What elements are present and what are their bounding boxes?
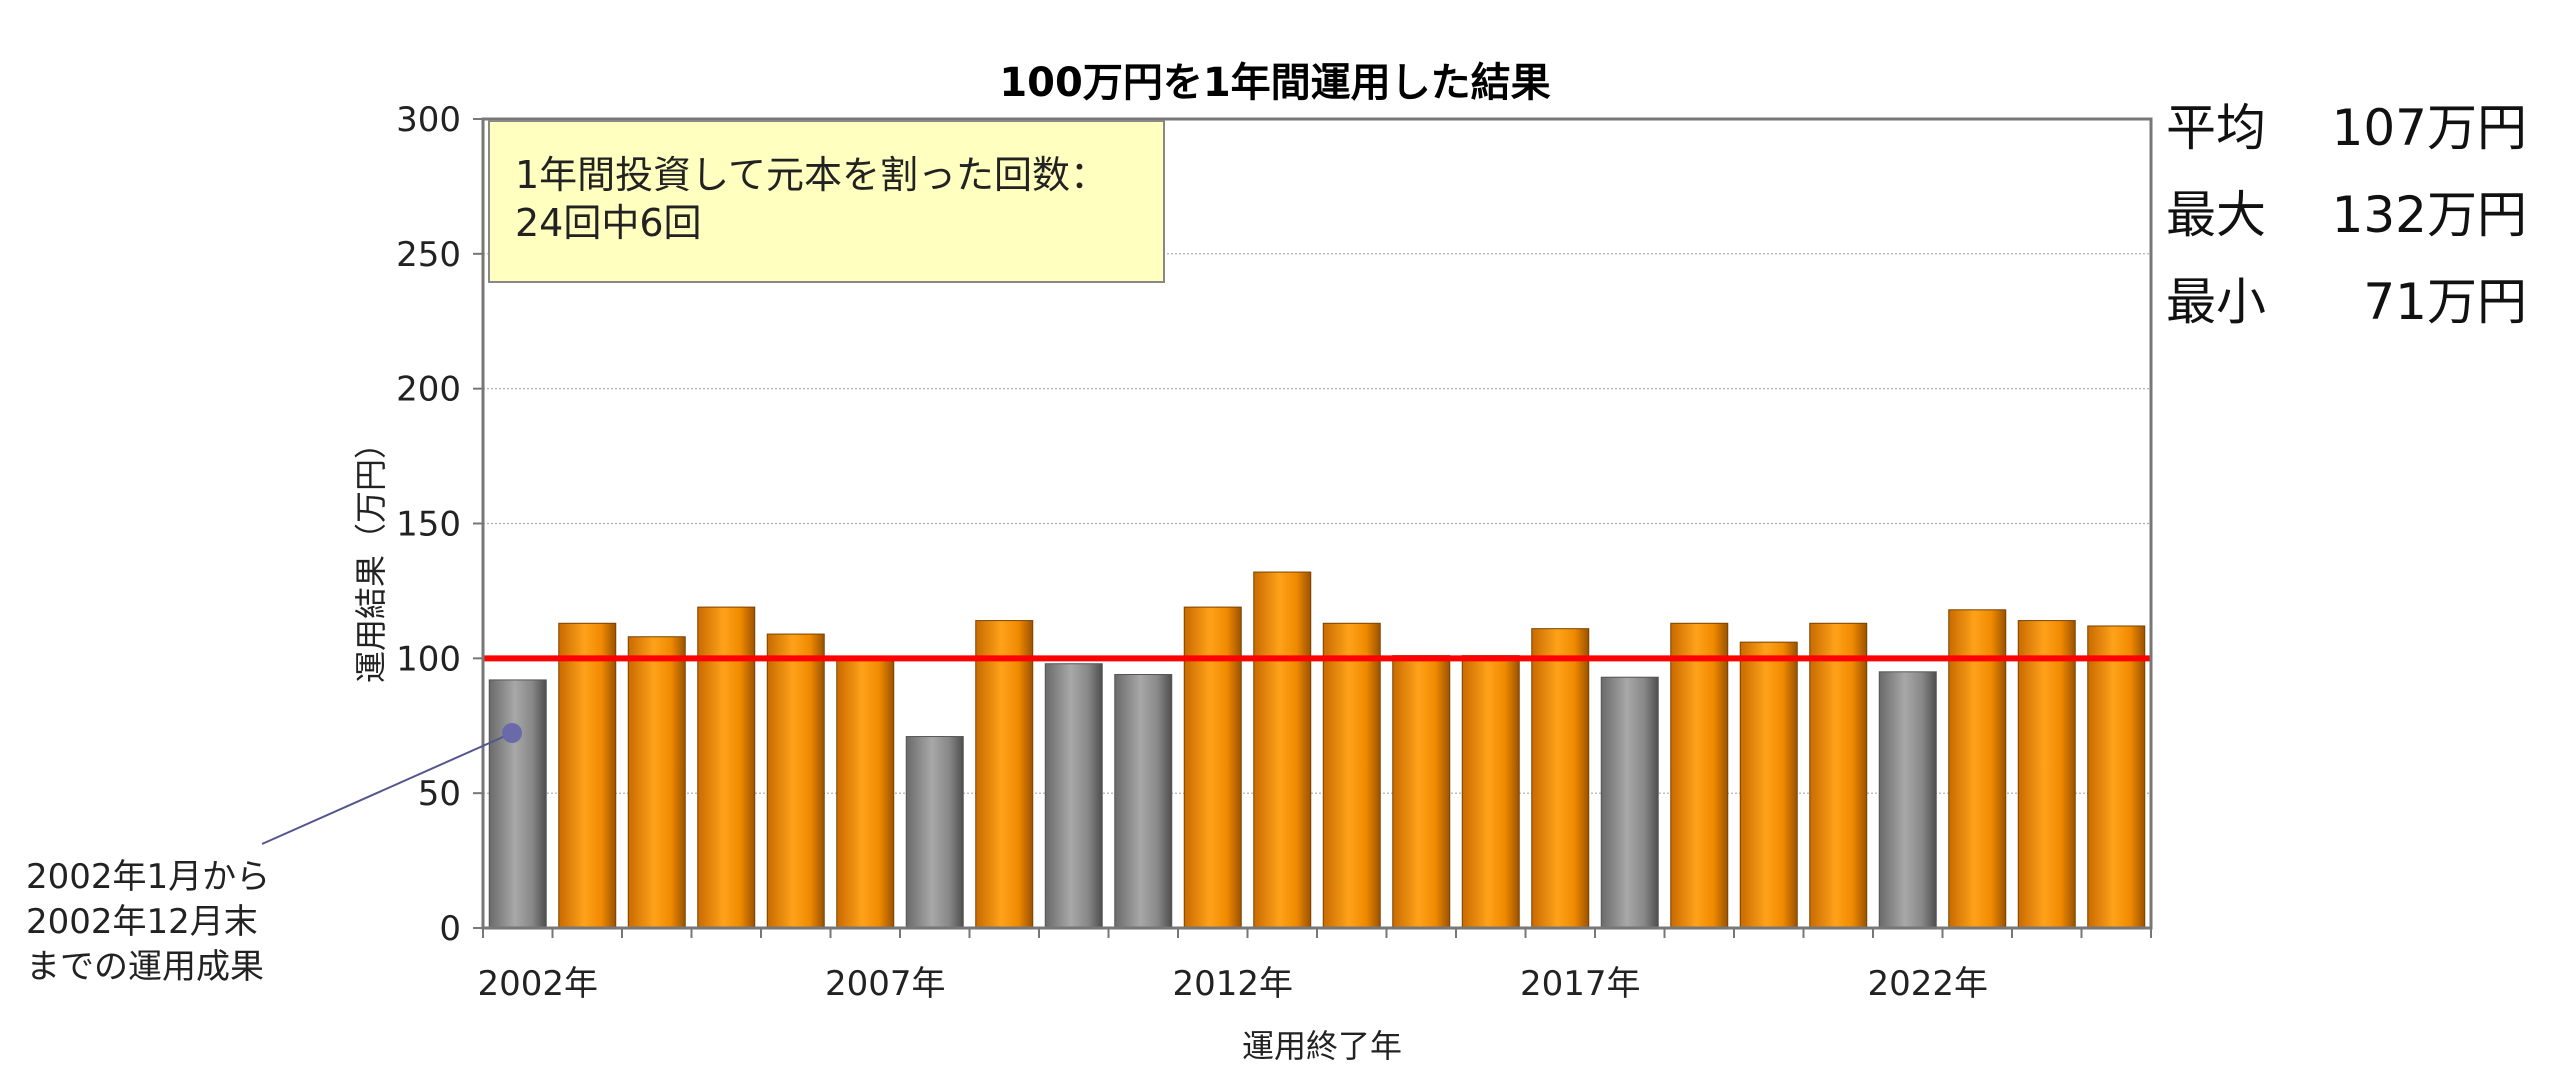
info-box: 1年間投資して元本を割った回数： 24回中6回 (488, 120, 1165, 283)
bar-2002 (488, 679, 547, 929)
bar-2008 (905, 736, 964, 929)
annotation-line-3: までの運用成果 (26, 947, 264, 987)
bar-2016 (1461, 655, 1520, 929)
x-tick-label-5: 2007年 (825, 964, 946, 1004)
stat-label-min: 最小 (2166, 273, 2266, 331)
bar-2024 (2017, 620, 2076, 929)
y-tick-label-100: 100 (396, 639, 461, 679)
stat-value-max: 132万円 (2332, 186, 2527, 244)
stat-label-max: 最大 (2166, 186, 2266, 244)
bar-2010 (1044, 663, 1103, 929)
bar-2007 (836, 657, 895, 929)
bar-2003 (558, 622, 617, 929)
annotation-leader-line (261, 732, 513, 845)
stats-panel: 平均 107万円 最大 132万円 最小 71万円 (2166, 99, 2527, 331)
y-tick-label-50: 50 (418, 774, 461, 814)
annotation-marker (502, 723, 522, 743)
annotation-line-2: 2002年12月末 (26, 902, 258, 942)
bar-2017 (1531, 628, 1590, 929)
info-box-line-2: 24回中6回 (515, 201, 702, 245)
y-axis-title: 運用結果（万円） (352, 427, 390, 683)
bars (488, 571, 2146, 929)
bar-2018 (1600, 676, 1659, 929)
bar-2015 (1392, 655, 1451, 929)
bar-2013 (1253, 571, 1312, 929)
bar-2022 (1878, 671, 1937, 929)
x-tick-label-15: 2017年 (1520, 964, 1641, 1004)
y-tick-label-250: 250 (396, 235, 461, 275)
y-tick-label-0: 0 (439, 909, 461, 949)
bar-2011 (1114, 674, 1173, 929)
annotation-line-1: 2002年1月から (26, 857, 270, 897)
bar-2004 (627, 636, 686, 929)
y-tick-label-150: 150 (396, 505, 461, 545)
y-tick-label-300: 300 (396, 100, 461, 140)
bar-2021 (1809, 622, 1868, 929)
y-axis-ticks: 0 50 100 150 200 250 300 (396, 100, 483, 949)
x-axis-title: 運用終了年 (1242, 1027, 1402, 1065)
bar-2012 (1183, 606, 1242, 929)
x-tick-label-20: 2022年 (1867, 964, 1988, 1004)
x-tick-label-0: 2002年 (477, 964, 598, 1004)
bar-2019 (1670, 622, 1729, 929)
info-box-line-1: 1年間投資して元本を割った回数： (515, 153, 1108, 197)
bar-2020 (1739, 641, 1798, 929)
bar-2023 (1948, 609, 2007, 929)
annotation: 2002年1月から 2002年12月末 までの運用成果 (26, 723, 522, 987)
bar-2006 (766, 633, 825, 929)
x-tick-label-10: 2012年 (1172, 964, 1293, 1004)
bar-2025 (2087, 625, 2146, 929)
y-tick-label-200: 200 (396, 370, 461, 410)
bar-2005 (697, 606, 756, 929)
stat-label-average: 平均 (2166, 99, 2266, 157)
bar-2014 (1322, 622, 1381, 929)
bar-2009 (975, 620, 1034, 929)
info-box-background (488, 120, 1165, 283)
stat-value-average: 107万円 (2332, 99, 2527, 157)
x-axis-ticks: 2002年 2007年 2012年 2017年 2022年 (477, 928, 2152, 1004)
stat-value-min: 71万円 (2363, 273, 2527, 331)
chart-title: 100万円を1年間運用した結果 (999, 60, 1550, 106)
